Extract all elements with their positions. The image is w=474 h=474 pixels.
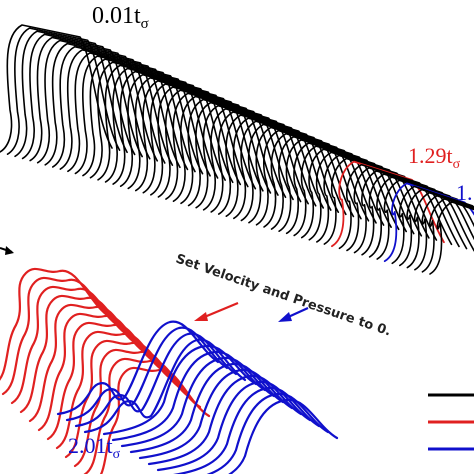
label-blue-time-partial: 1.	[456, 180, 473, 205]
blue-arrow	[278, 306, 309, 322]
profile-black	[89, 61, 204, 179]
profile-black	[127, 76, 242, 190]
red-arrow	[194, 301, 239, 321]
profile-blue-highlight	[383, 182, 474, 263]
label-red-time: 1.29tσ	[408, 143, 461, 172]
profile-blue	[111, 350, 267, 442]
profile-black	[248, 126, 362, 224]
profile-black	[361, 173, 474, 256]
profile-blue	[206, 392, 330, 474]
profile-black	[180, 98, 294, 205]
profile-black	[172, 95, 287, 203]
profile-black	[353, 170, 468, 254]
profile-black	[270, 135, 385, 230]
profile-black	[29, 36, 143, 162]
profile-black	[0, 24, 113, 153]
profile-black	[119, 73, 234, 188]
profile-black	[399, 188, 474, 267]
profile-blue	[83, 338, 247, 434]
profile-blue	[129, 362, 285, 454]
main-profile-stack	[0, 24, 474, 275]
profile-black	[52, 45, 166, 168]
profile-black	[263, 132, 377, 228]
profile-black	[308, 151, 423, 241]
profile-blue	[172, 386, 321, 474]
profile-black	[187, 101, 302, 207]
profile-red	[99, 366, 211, 474]
profile-black	[285, 142, 400, 235]
profile-blue	[156, 380, 312, 472]
profile-black	[67, 52, 181, 173]
annotation-set-velocity: Set Velocity and Pressure to 0.	[174, 252, 393, 340]
profile-black	[202, 108, 317, 211]
profile-black	[278, 139, 392, 232]
profile-black	[6, 27, 121, 155]
profile-black	[376, 179, 474, 260]
label-bottom-time: 2.01tσ	[68, 433, 121, 462]
profile-black	[421, 198, 474, 273]
label-top-time: 0.01tσ	[92, 3, 149, 32]
profile-black	[225, 117, 340, 218]
profile-black	[406, 191, 474, 269]
profile-black	[14, 30, 128, 158]
profile-black	[97, 64, 211, 181]
profile-black	[104, 67, 219, 183]
profile-black	[112, 70, 226, 185]
profile-black	[391, 185, 474, 265]
profile-blue	[227, 398, 339, 474]
profile-black	[195, 104, 309, 209]
profile-blue	[147, 374, 303, 466]
profile-black	[44, 42, 159, 166]
profile-black	[368, 176, 474, 258]
legend	[428, 393, 474, 451]
blue-profile-stack	[56, 320, 339, 474]
profile-black	[142, 83, 257, 194]
profile-black	[157, 89, 272, 198]
red-profile-stack	[0, 267, 211, 474]
profile-black	[82, 58, 196, 177]
profile-blue	[120, 356, 276, 448]
profile-black	[255, 129, 370, 226]
profile-black	[59, 49, 174, 170]
profile-black	[150, 86, 264, 196]
profile-black	[429, 201, 474, 275]
profile-black	[293, 145, 408, 237]
profile-blue	[102, 344, 258, 436]
profile-black	[300, 148, 415, 239]
profile-black	[217, 114, 332, 215]
profile-black	[210, 111, 325, 213]
profile-black	[74, 55, 189, 175]
profile-black	[165, 92, 279, 200]
profile-black	[414, 194, 474, 271]
left-edge-arrow	[0, 246, 14, 255]
profile-blue	[138, 368, 294, 460]
profile-black	[134, 80, 249, 192]
profile-black	[233, 120, 347, 220]
profile-black	[21, 33, 136, 160]
profile-black	[36, 39, 151, 164]
profile-black	[240, 123, 355, 222]
